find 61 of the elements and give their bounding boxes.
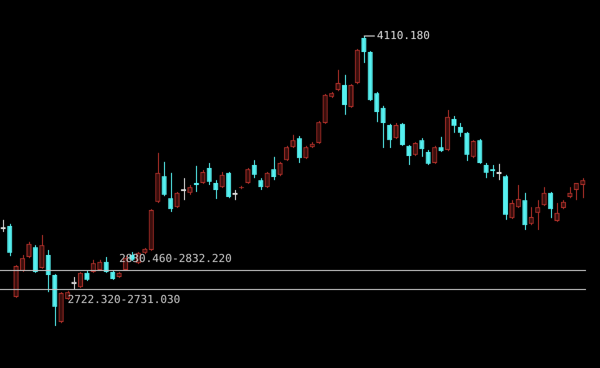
candlestick <box>419 138 424 158</box>
candlestick <box>162 161 167 197</box>
candlestick <box>84 270 90 282</box>
candlestick <box>361 36 366 64</box>
candlestick <box>342 74 348 116</box>
candlestick <box>432 145 438 164</box>
candlestick <box>39 234 44 270</box>
candlestick <box>290 134 296 148</box>
candlestick <box>458 122 463 138</box>
candlestick <box>264 172 270 188</box>
candlestick <box>348 84 354 108</box>
candlestick <box>168 172 174 213</box>
candlestick <box>406 144 412 166</box>
candlestick <box>374 91 380 123</box>
candlestick <box>394 122 399 140</box>
candlestick <box>206 162 212 186</box>
annotation: 4110.180 <box>376 28 430 42</box>
candlestick <box>284 145 290 162</box>
candlestick <box>567 186 572 199</box>
candlestick <box>580 178 586 199</box>
candlestick <box>516 184 521 208</box>
candlestick <box>484 162 489 179</box>
candlestick <box>400 122 405 146</box>
candlestick <box>535 200 540 231</box>
candlestick <box>220 172 225 188</box>
candlestick <box>438 136 444 152</box>
candlestick <box>271 156 276 181</box>
candlestick <box>26 241 32 259</box>
candlestick <box>213 180 218 200</box>
candlestick <box>187 184 192 196</box>
candlestick <box>464 131 470 162</box>
candlestick <box>554 202 560 222</box>
candlestick <box>226 172 232 199</box>
candlestick <box>200 169 206 184</box>
candlestick <box>78 272 84 289</box>
candlestick <box>522 192 528 231</box>
candlestick <box>20 254 26 273</box>
annotation: 2722.320-2731.030 <box>68 292 180 306</box>
candlestick <box>245 167 250 184</box>
candlestick <box>316 120 322 144</box>
candlestick <box>574 182 579 201</box>
candlestick <box>470 140 476 159</box>
candlestick <box>174 192 180 208</box>
candlestick <box>32 244 38 274</box>
candlestick <box>380 105 386 148</box>
candlestick <box>426 149 431 166</box>
candlestick <box>528 206 534 226</box>
candlestick <box>303 145 308 160</box>
candlestick <box>104 256 109 274</box>
candlestick <box>258 178 264 190</box>
candlestick <box>387 123 392 148</box>
candlestick <box>336 69 341 92</box>
candlestick <box>548 192 554 219</box>
candlestick <box>278 161 283 177</box>
candlestick <box>412 142 418 157</box>
candlestick <box>542 186 547 206</box>
candlestick <box>46 250 51 293</box>
candlestick <box>477 138 482 164</box>
candlestick <box>296 136 302 164</box>
candlestick <box>509 200 514 220</box>
candlestick <box>252 160 257 179</box>
